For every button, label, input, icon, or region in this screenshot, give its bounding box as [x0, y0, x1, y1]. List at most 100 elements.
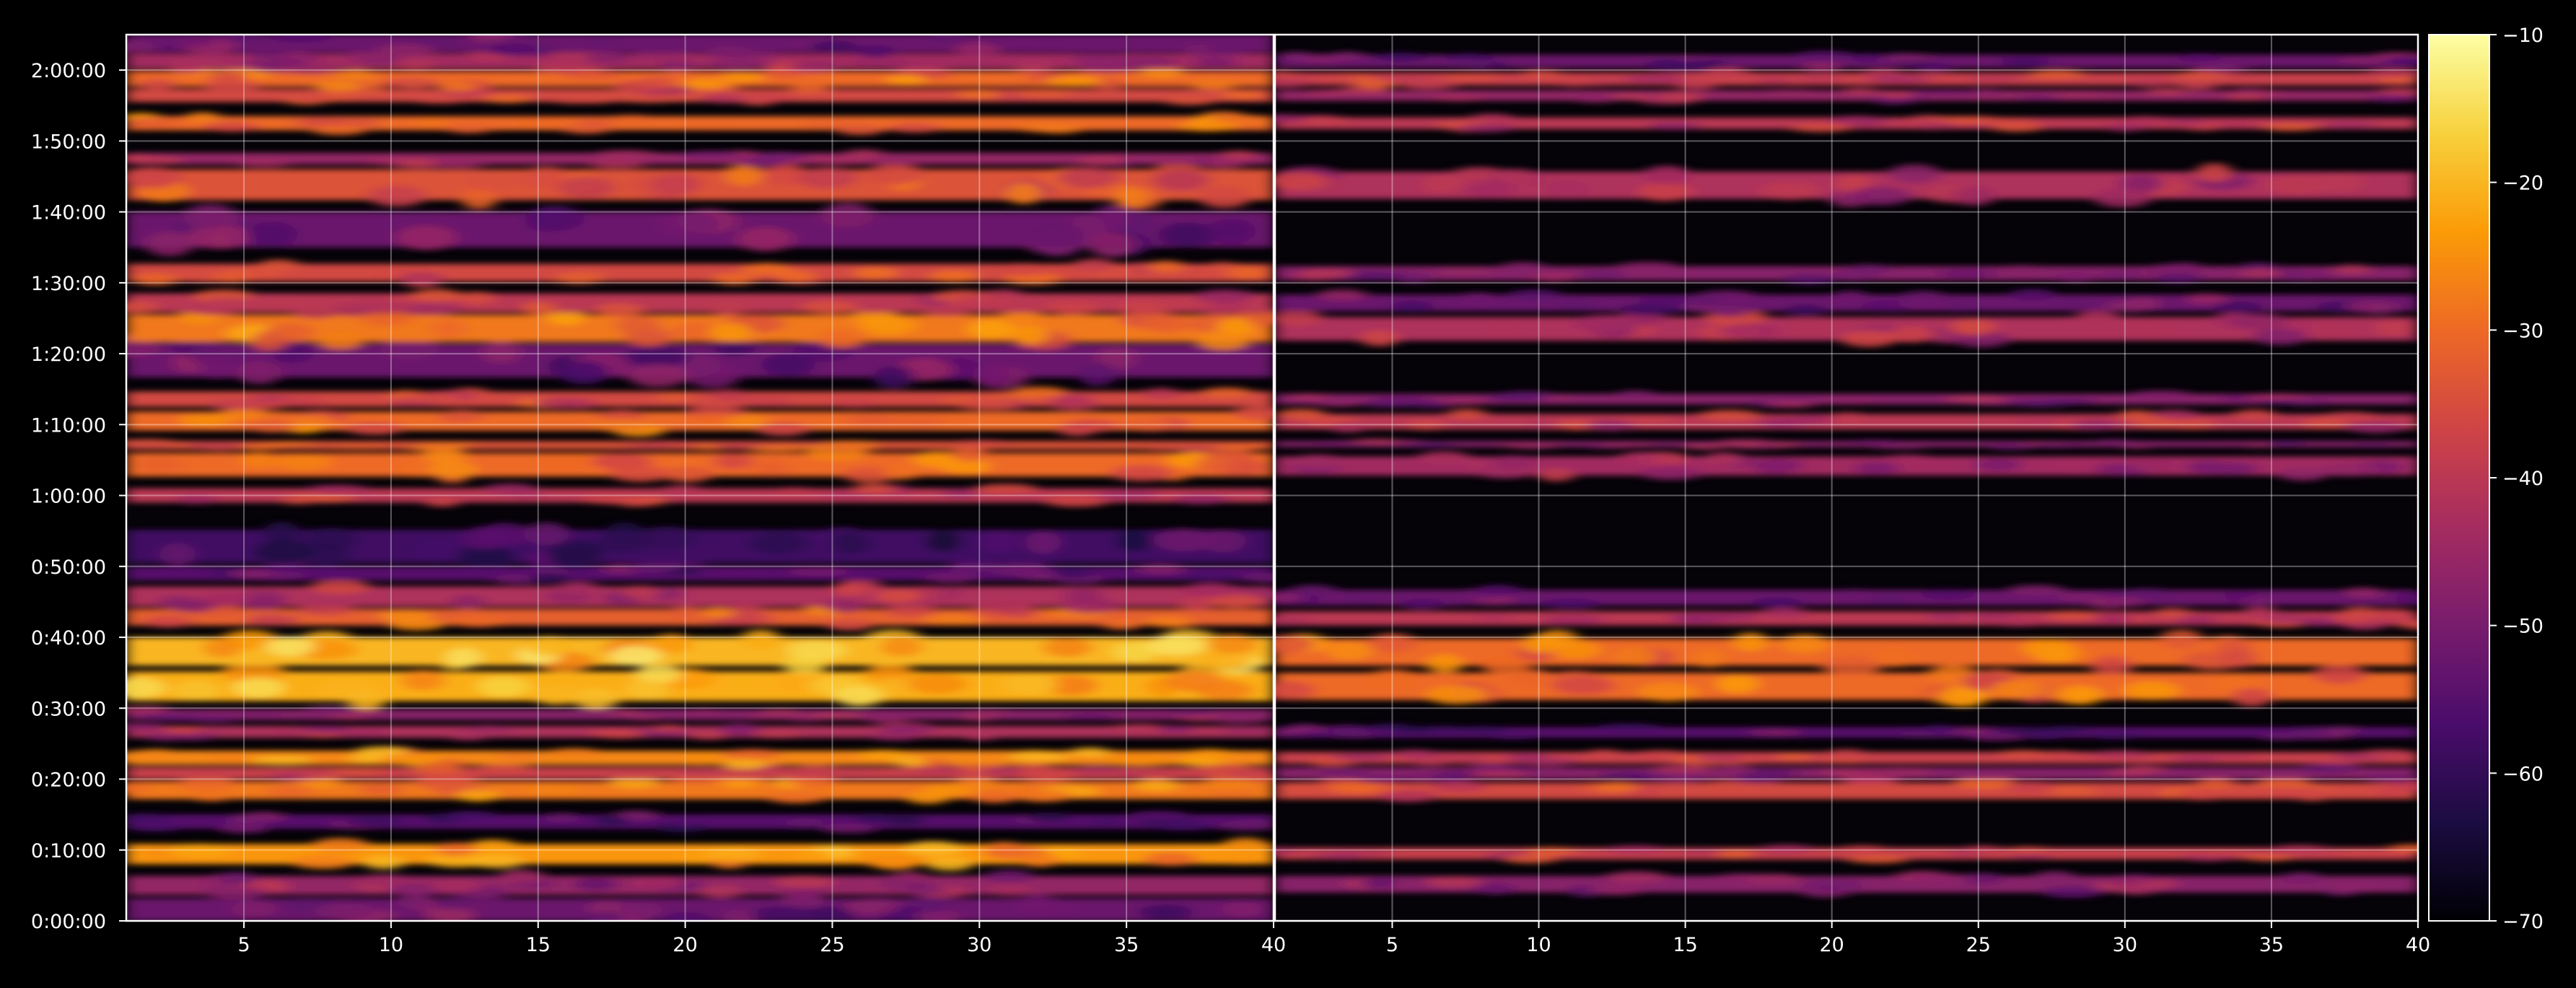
band-blob: [691, 412, 736, 427]
band-blob: [686, 364, 740, 388]
band-blob: [1275, 114, 1308, 123]
band-blob: [1034, 123, 1084, 134]
band-blob: [549, 95, 600, 104]
band-blob: [2020, 639, 2076, 658]
band-blob: [1927, 611, 1966, 621]
band-blob: [1532, 271, 1577, 282]
band-blob: [1986, 444, 2037, 450]
band-blob: [2167, 263, 2204, 273]
band-blob: [700, 607, 735, 619]
band-blob: [1144, 852, 1198, 867]
band-blob: [1201, 387, 1253, 398]
band-blob: [219, 407, 268, 421]
band-blob: [1275, 847, 1298, 855]
band-blob: [2070, 419, 2119, 431]
band-blob: [626, 713, 661, 722]
band-blob: [1326, 725, 1367, 733]
band-blob: [126, 813, 169, 823]
band-blob: [2177, 53, 2222, 63]
band-blob: [474, 764, 533, 773]
band-blob: [929, 270, 978, 283]
band-blob: [724, 414, 770, 428]
band-blob: [1078, 362, 1117, 386]
band-blob: [126, 300, 158, 314]
band-blob: [1197, 186, 1251, 209]
band-blob: [1029, 812, 1071, 823]
band-blob: [1525, 847, 1577, 855]
band-blob: [398, 302, 462, 315]
band-blob: [797, 167, 859, 189]
band-blob: [558, 176, 615, 198]
band-blob: [2331, 614, 2374, 624]
band-blob: [752, 152, 809, 160]
band-blob: [2398, 619, 2418, 630]
band-blob: [1761, 607, 1808, 618]
band-blob: [1096, 346, 1136, 370]
band-blob: [820, 823, 877, 834]
band-blob: [1639, 295, 1691, 307]
band-blob: [405, 445, 464, 452]
band-blob: [626, 345, 689, 369]
band-blob: [2269, 844, 2330, 854]
band-blob: [229, 568, 273, 579]
band-blob: [869, 732, 921, 741]
band-blob: [458, 544, 515, 569]
band-blob: [2178, 80, 2217, 90]
band-blob: [1440, 72, 1502, 82]
band-blob: [1209, 715, 1271, 724]
band-blob: [1046, 675, 1099, 696]
band-blob: [1153, 528, 1214, 552]
band-blob: [1400, 598, 1445, 610]
band-blob: [1546, 639, 1602, 660]
band-blob: [1409, 757, 1452, 766]
band-blob: [651, 724, 686, 733]
band-blob: [1118, 417, 1174, 431]
band-blob: [278, 395, 327, 407]
band-blob: [1307, 74, 1360, 84]
band-blob: [2238, 89, 2277, 97]
band-blob: [741, 263, 792, 276]
band-blob: [205, 297, 247, 311]
band-blob: [1725, 442, 1761, 448]
band-blob: [1201, 159, 1247, 168]
x-tick-label-right: 10: [1526, 934, 1551, 956]
band-blob: [1701, 68, 1750, 77]
band-blob: [1526, 419, 1563, 430]
band-blob: [658, 211, 719, 236]
band-blob: [1207, 634, 1258, 654]
band-blob: [1715, 674, 1760, 694]
band-blob: [1919, 880, 1955, 892]
band-blob: [1206, 43, 1250, 56]
band-blob: [382, 844, 432, 858]
band-blob: [592, 453, 652, 470]
band-blob: [2359, 749, 2417, 758]
band-blob: [958, 293, 1020, 307]
band-blob: [1213, 850, 1269, 865]
band-blob: [228, 813, 266, 824]
band-blob: [1275, 681, 1315, 700]
band-blob: [844, 149, 884, 158]
band-blob: [172, 680, 221, 701]
band-blob: [1469, 113, 1514, 122]
band-blob: [1002, 674, 1059, 695]
band-blob: [1699, 409, 1761, 421]
band-blob: [1119, 56, 1178, 67]
band-blob: [1227, 264, 1266, 277]
panel-right-frame: [1274, 33, 2419, 922]
band-blob: [894, 415, 945, 429]
band-blob: [2010, 399, 2069, 408]
band-blob: [1209, 594, 1266, 608]
band-blob: [1597, 723, 1661, 731]
band-blob: [359, 782, 405, 795]
band-blob: [1870, 74, 1931, 84]
band-blob: [950, 445, 987, 462]
band-blob: [345, 421, 405, 435]
band-blob: [586, 52, 633, 64]
band-blob: [1715, 849, 1755, 859]
panel-left-grid: [126, 35, 1274, 921]
band-blob: [680, 118, 741, 129]
band-blob: [2093, 188, 2152, 208]
band-blob: [532, 61, 592, 73]
band-blob: [712, 272, 757, 285]
